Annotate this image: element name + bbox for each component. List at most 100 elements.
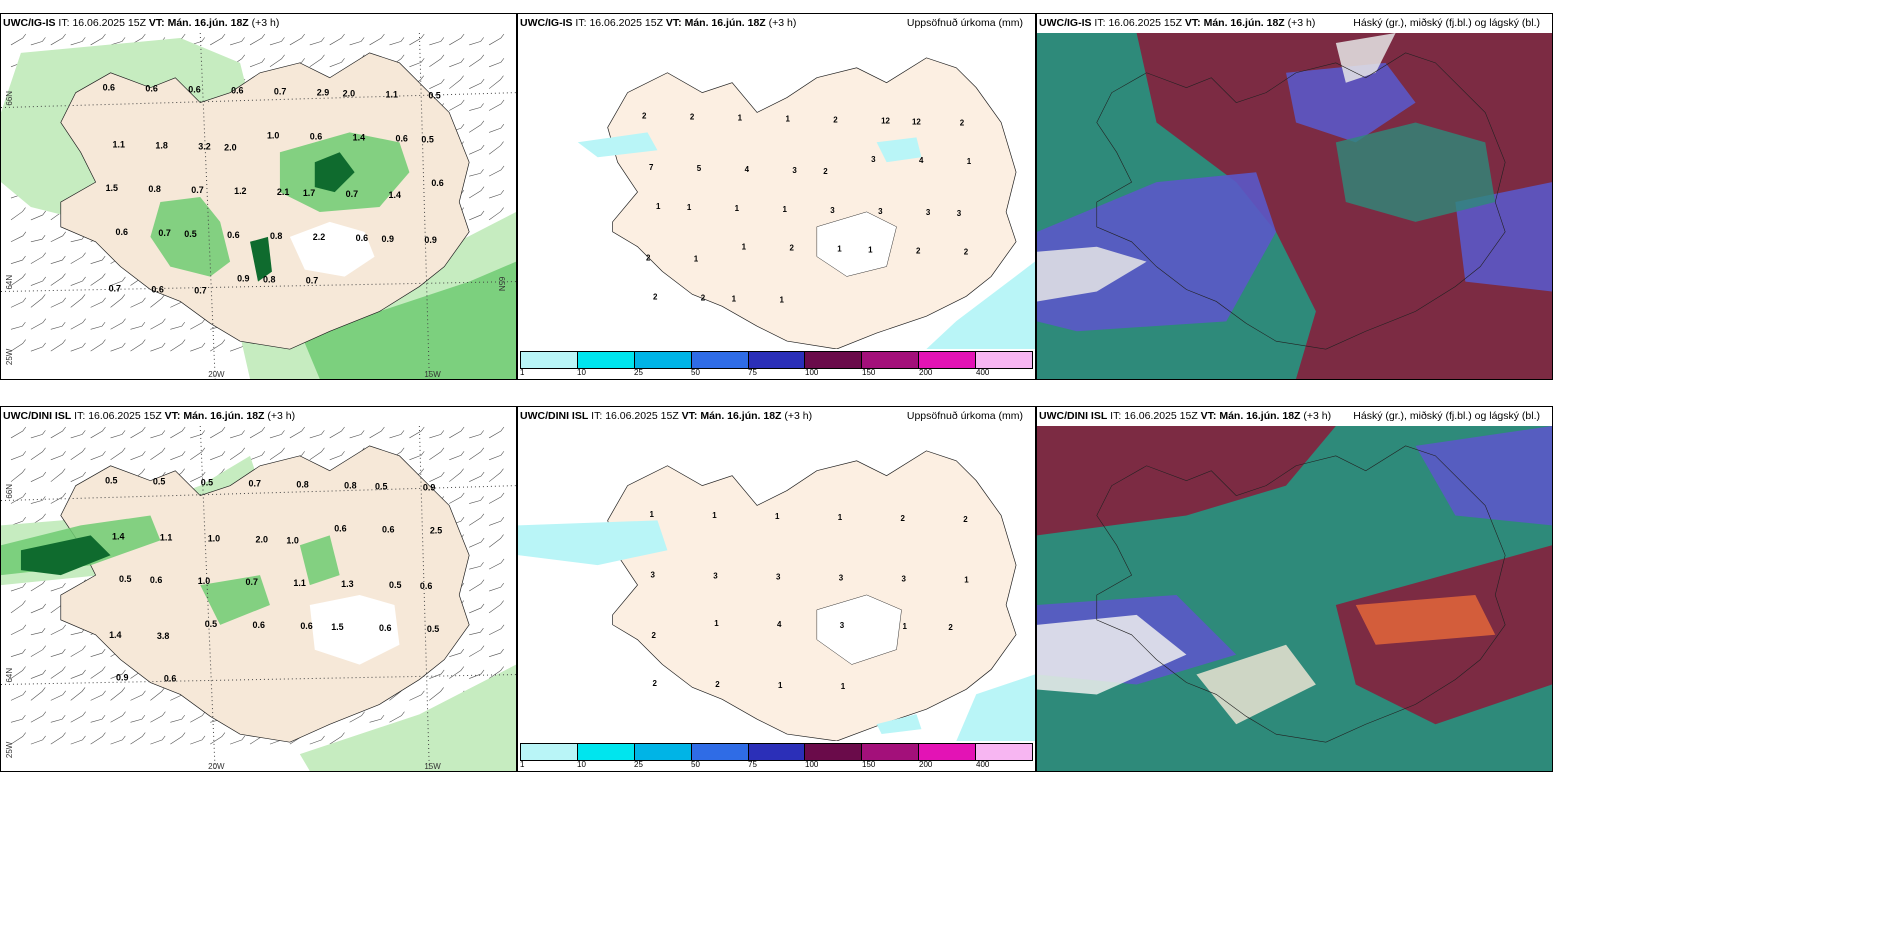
lon-label: 20W xyxy=(208,370,225,379)
lead-time: (+3 h) xyxy=(768,17,797,29)
precip-value-label: 1 xyxy=(775,512,780,521)
wind-value-label: 0.9 xyxy=(116,673,128,683)
wind-value-label: 3.8 xyxy=(157,631,169,641)
model-name: UWC/IG-IS xyxy=(520,17,573,29)
wind-barb xyxy=(50,321,66,330)
precip-value-labels: 2 2 1 1 2 12 12 27 5 4 3 23 4 11 1 1 1 3 3 3 32 11 2 1 1 2 22 2 1 1 xyxy=(642,111,972,304)
wind-barb xyxy=(90,666,106,679)
wind-barb xyxy=(309,37,325,46)
wind-barb xyxy=(469,430,484,439)
legend-label: 25 xyxy=(634,368,643,377)
wind-barb xyxy=(488,99,505,111)
wind-barb xyxy=(10,648,26,657)
wind-barb xyxy=(170,451,186,461)
precip-map-svg: 2 2 1 1 2 12 12 27 5 4 3 23 4 11 1 1 1 3 3 3 32 11 2 1 1 2 22 2 1 1 xyxy=(518,33,1035,349)
wind-value-label: 1.4 xyxy=(112,531,124,541)
wind-barb xyxy=(70,687,86,701)
panel-header: UWC/IG-IS IT: 16.06.2025 15Z VT: Mán. 16… xyxy=(518,14,1035,33)
wind-barb xyxy=(230,430,245,439)
wind-barb xyxy=(488,666,504,679)
wind-value-label: 2.9 xyxy=(317,88,329,98)
it-label: IT: xyxy=(74,410,86,422)
legend-labels: 1 10 25 50 75 100 150 200 400 xyxy=(520,368,1033,378)
wind-barb xyxy=(170,321,186,330)
wind-barb xyxy=(449,648,465,657)
vt-label: VT: xyxy=(148,17,165,29)
wind-barb xyxy=(309,735,325,745)
wind-barb xyxy=(469,210,485,221)
wind-barb xyxy=(50,666,66,679)
wind-barb xyxy=(269,54,285,68)
model-name: UWC/DINI ISL xyxy=(3,410,72,422)
precip-value-label: 3 xyxy=(957,209,962,218)
legend-swatch xyxy=(577,744,635,760)
wind-barb xyxy=(150,711,166,723)
wind-barb xyxy=(110,37,126,46)
wind-barb xyxy=(469,54,485,68)
wind-barb xyxy=(110,711,126,723)
legend-label: 100 xyxy=(805,760,819,769)
wind-barb xyxy=(50,732,66,745)
mid-cloud xyxy=(1455,182,1552,292)
glacier xyxy=(816,594,902,665)
precip-value-label: 3 xyxy=(840,621,845,630)
wind-barb xyxy=(469,562,484,570)
wind-value-label: 1.5 xyxy=(106,183,118,193)
wind-value-labels: 0.5 0.5 0.5 0.7 0.8 0.8 0.5 0.9 1.4 1.1 1.0 2.0 1.0 0… xyxy=(105,476,442,684)
wind-value-label: 0.6 xyxy=(395,133,407,143)
wind-barb xyxy=(409,33,425,46)
wind-barb xyxy=(329,451,345,461)
legend-swatch xyxy=(634,352,692,368)
wind-barb xyxy=(30,252,46,264)
wind-barb xyxy=(90,255,106,264)
legend-swatch xyxy=(976,352,1033,368)
precip-value-label: 1 xyxy=(656,202,661,211)
wind-barb xyxy=(170,426,186,439)
legend-swatch xyxy=(748,352,806,368)
wind-value-label: 0.6 xyxy=(431,178,443,188)
wind-barb xyxy=(488,58,505,68)
wind-value-label: 0.5 xyxy=(105,476,117,486)
wind-barb xyxy=(50,273,66,286)
cloud-map xyxy=(1037,426,1552,771)
wind-barb xyxy=(30,579,46,592)
wind-barb xyxy=(150,430,166,439)
model-name: UWC/DINI ISL xyxy=(1039,410,1108,422)
legend-label: 1 xyxy=(520,760,525,769)
panel-header: UWC/DINI ISL IT: 16.06.2025 15Z VT: Mán.… xyxy=(1037,407,1552,426)
precip-value-label: 3 xyxy=(830,206,835,215)
wind-barb xyxy=(70,735,86,745)
wind-barb xyxy=(70,318,86,330)
wind-value-label: 0.5 xyxy=(184,229,196,239)
wind-value-label: 0.6 xyxy=(150,575,162,585)
precip-shade-dark xyxy=(250,236,272,282)
wind-barb xyxy=(110,669,126,679)
wind-barb xyxy=(309,430,325,439)
wind-value-label: 0.6 xyxy=(231,86,243,96)
wind-barb xyxy=(90,297,106,308)
legend-label: 10 xyxy=(577,760,586,769)
wind-barb xyxy=(349,430,365,439)
wind-barb xyxy=(150,342,166,352)
wind-barb xyxy=(469,37,484,46)
legend-swatch xyxy=(976,744,1033,760)
precip-value-label: 2 xyxy=(948,623,953,632)
wind-barb xyxy=(10,273,26,286)
wind-barb xyxy=(30,294,46,308)
wind-value-label: 1.0 xyxy=(198,576,210,586)
wind-barb xyxy=(30,342,46,352)
wind-barb xyxy=(130,690,146,701)
wind-barb xyxy=(409,426,425,439)
precip-value-label: 3 xyxy=(792,166,797,175)
wind-value-label: 1.4 xyxy=(353,132,365,142)
wind-value-label: 1.1 xyxy=(293,578,305,588)
wind-barb xyxy=(110,276,126,286)
lon-label: 20W xyxy=(208,762,225,771)
vt-value: Mán. 16.jún. 18Z xyxy=(1219,410,1301,422)
it-label: IT: xyxy=(591,410,603,422)
wind-barb xyxy=(369,426,385,439)
precip-value-label: 1 xyxy=(868,246,873,255)
wind-value-label: 0.6 xyxy=(379,623,391,633)
wind-barb xyxy=(110,735,126,745)
wind-barb xyxy=(469,78,485,89)
